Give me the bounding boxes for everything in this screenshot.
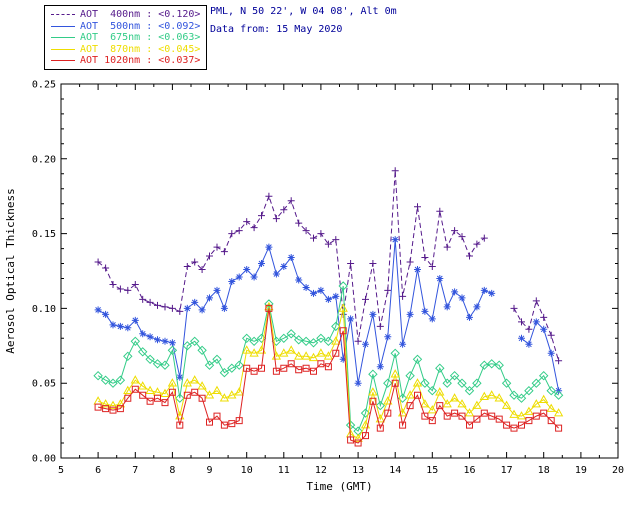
legend-label: AOT 870nm : <0.045> <box>80 43 201 55</box>
y-tick-label: 0.15 <box>32 229 56 240</box>
station-info: PML, N 50 22', W 04 08', Alt 0m <box>210 6 397 17</box>
series-markers <box>93 281 564 436</box>
legend-entry: AOT 500nm : <0.092> <box>51 21 200 33</box>
legend-line-sample <box>51 14 75 16</box>
x-tick-label: 7 <box>132 465 138 476</box>
station-header: PML, N 50 22', W 04 08', Alt 0m Data fro… <box>210 6 397 42</box>
legend-line-sample <box>51 60 75 62</box>
axis-labels: 5 6 7 8 9 10 11 12 13 14 15 16 17 18 19 20 0.00 0.05 0.10 0… <box>4 80 624 494</box>
x-tick-label: 10 <box>241 465 253 476</box>
x-axis-title: Time (GMT) <box>306 480 372 493</box>
x-tick-label: 15 <box>426 465 438 476</box>
series-markers <box>94 304 563 447</box>
x-tick-label: 13 <box>352 465 364 476</box>
series-line <box>97 170 560 361</box>
x-tick-label: 17 <box>501 465 513 476</box>
legend-line-sample <box>51 25 75 27</box>
legend-label: AOT 500nm : <0.092> <box>80 20 201 32</box>
legend-entry: AOT 1020nm : <0.037> <box>51 55 200 67</box>
series-line <box>98 308 559 444</box>
y-tick-label: 0.00 <box>32 454 56 465</box>
series-400nm <box>94 167 563 365</box>
legend-entry: AOT 675nm : <0.063> <box>51 32 200 44</box>
x-tick-label: 20 <box>612 465 624 476</box>
y-tick-label: 0.10 <box>32 304 56 315</box>
series-markers <box>94 236 563 395</box>
series-870nm <box>93 301 564 442</box>
legend-box: AOT 400nm : <0.120> AOT 500nm : <0.092> AO… <box>44 5 208 70</box>
y-tick-label: 0.20 <box>32 154 56 165</box>
x-tick-label: 8 <box>169 465 175 476</box>
legend-label: AOT 400nm : <0.120> <box>80 9 201 21</box>
series-markers <box>93 301 564 442</box>
series-675nm <box>93 281 564 436</box>
y-tick-label: 0.25 <box>32 80 56 91</box>
y-axis-title: Aerosol Optical Thickness <box>4 188 17 354</box>
legend-entry: AOT 870nm : <0.045> <box>51 44 200 56</box>
legend-entry: AOT 400nm : <0.120> <box>51 9 200 21</box>
series-line <box>97 239 560 391</box>
legend-line-sample <box>51 48 75 50</box>
x-tick-label: 11 <box>278 465 290 476</box>
series-1020nm <box>94 304 563 447</box>
legend-label: AOT 675nm : <0.063> <box>80 32 201 44</box>
axis-ticks <box>60 83 619 459</box>
x-tick-label: 14 <box>389 465 401 476</box>
x-tick-label: 19 <box>575 465 587 476</box>
x-tick-label: 12 <box>315 465 327 476</box>
legend-line-sample <box>51 37 75 39</box>
x-tick-label: 18 <box>538 465 550 476</box>
axes <box>60 83 619 459</box>
y-tick-label: 0.05 <box>32 379 56 390</box>
plot-box <box>60 83 619 459</box>
x-tick-label: 9 <box>206 465 212 476</box>
x-tick-label: 6 <box>95 465 101 476</box>
series-line <box>97 285 559 432</box>
series-500nm <box>94 236 563 395</box>
legend-label: AOT 1020nm : <0.037> <box>80 55 201 67</box>
series-markers <box>94 167 563 365</box>
x-tick-label: 5 <box>58 465 64 476</box>
x-tick-label: 16 <box>463 465 475 476</box>
data-date: Data from: 15 May 2020 <box>210 24 343 35</box>
